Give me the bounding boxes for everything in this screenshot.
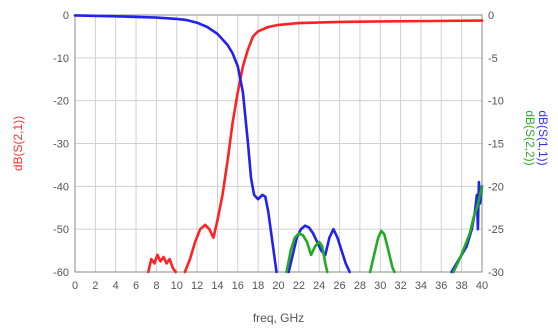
- right-tick-label: -25: [488, 224, 504, 236]
- x-tick-label: 0: [72, 280, 78, 292]
- plot-frame: [74, 14, 483, 273]
- left-axis-label: dB(S(2,1)): [11, 116, 25, 171]
- x-tick-labels: 0 2 4 6 8 10 12 14 16 18 20 22 24 26 28 30 32 34 36 38 40: [72, 280, 488, 292]
- x-tick-label: 10: [171, 280, 183, 292]
- left-tick-labels: 0 -10 -20 -30 -40 -50 -60: [53, 10, 69, 279]
- series-layer: [73, 14, 484, 274]
- series-db-s-2-2: [285, 185, 484, 274]
- x-tick-label: 30: [374, 280, 386, 292]
- right-tick-label: -15: [488, 139, 504, 151]
- left-tick-label: -20: [53, 96, 69, 108]
- right-tick-labels: 0 -5 -10 -15 -20 -25 -30: [488, 10, 504, 279]
- series-line-segment: [368, 229, 396, 274]
- x-axis-label: freq, GHz: [253, 311, 304, 325]
- left-tick-label: -40: [53, 181, 69, 193]
- x-tick-label: 24: [313, 280, 325, 292]
- x-tick-label: 26: [333, 280, 345, 292]
- left-tick-label: -10: [53, 53, 69, 65]
- right-tick-label: -20: [488, 181, 504, 193]
- left-tick-label: -30: [53, 139, 69, 151]
- series-line-segment: [285, 232, 329, 274]
- x-tick-label: 22: [293, 280, 305, 292]
- right-tick-label: -30: [488, 267, 504, 279]
- x-tick-label: 14: [211, 280, 223, 292]
- x-tick-label: 18: [252, 280, 264, 292]
- right-tick-label: -5: [488, 53, 498, 65]
- x-tick-label: 36: [435, 280, 447, 292]
- series-line-segment: [452, 185, 484, 274]
- series-line-segment: [183, 19, 484, 274]
- x-tick-label: 40: [476, 280, 488, 292]
- x-tick-label: 16: [232, 280, 244, 292]
- left-tick-label: -60: [53, 267, 69, 279]
- x-tick-label: 20: [272, 280, 284, 292]
- x-tick-label: 32: [394, 280, 406, 292]
- right-tick-label: 0: [488, 10, 494, 22]
- left-tick-label: -50: [53, 224, 69, 236]
- x-tick-label: 4: [113, 280, 119, 292]
- right-axis-label-s11: dB(S(1,1)): [536, 110, 550, 165]
- x-tick-label: 6: [133, 280, 139, 292]
- x-tick-label: 12: [191, 280, 203, 292]
- series-line-segment: [147, 253, 177, 274]
- series-db-s-2-1: [147, 19, 484, 274]
- right-axis-label-s22: dB(S(2,2)): [523, 110, 537, 165]
- x-tick-label: 2: [92, 280, 98, 292]
- x-tick-label: 8: [153, 280, 159, 292]
- left-tick-label: 0: [63, 10, 69, 22]
- series-line-segment: [73, 14, 278, 274]
- right-tick-label: -10: [488, 96, 504, 108]
- x-tick-label: 38: [456, 280, 468, 292]
- x-tick-label: 28: [354, 280, 366, 292]
- x-tick-label: 34: [415, 280, 427, 292]
- series-line-segment: [450, 180, 484, 274]
- grid: [75, 15, 482, 272]
